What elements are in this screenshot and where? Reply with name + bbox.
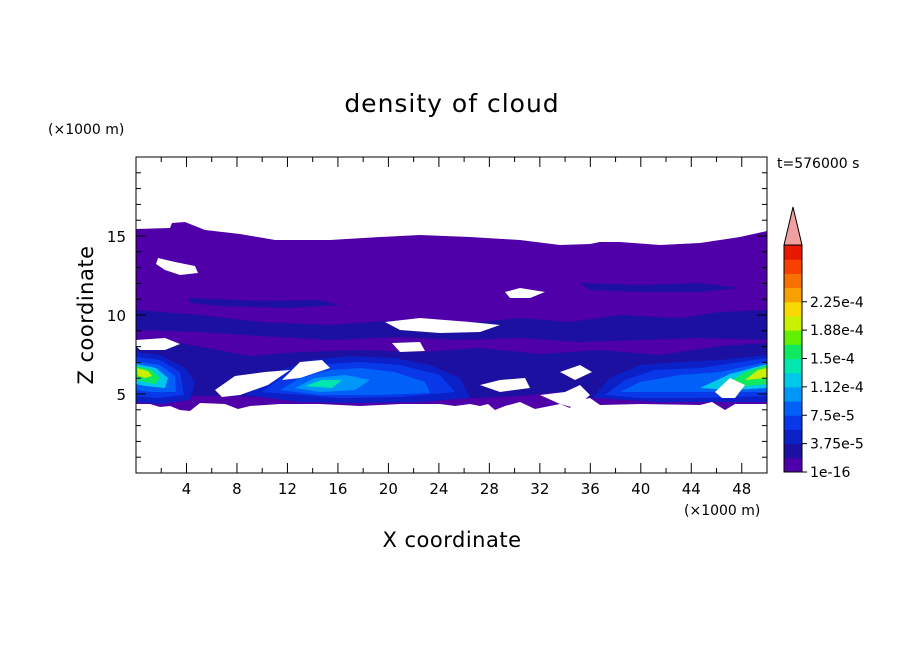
colorbar-label: 7.5e-5 xyxy=(810,408,855,424)
clear-holes xyxy=(136,258,745,408)
x-tick-label: 24 xyxy=(429,480,448,498)
x-tick-label: 8 xyxy=(232,480,242,498)
colorbar-swatch xyxy=(784,415,802,430)
x-tick-label: 36 xyxy=(581,480,600,498)
x-tick-label: 44 xyxy=(682,480,701,498)
x-tick-label: 16 xyxy=(328,480,347,498)
colorbar-swatch xyxy=(784,344,802,359)
y-tick-label: 10 xyxy=(107,307,126,325)
colorbar-swatch xyxy=(784,301,802,317)
colorbar-swatch xyxy=(784,358,802,374)
colorbar-swatch xyxy=(784,443,802,459)
colorbar-label: 1.12e-4 xyxy=(810,380,864,396)
colorbar-label: 1.88e-4 xyxy=(810,323,864,339)
cloud-core-center xyxy=(245,356,470,403)
colorbar-swatch xyxy=(784,429,802,445)
y-tick-label: 5 xyxy=(116,386,126,404)
colorbar-swatch xyxy=(784,372,802,388)
colorbar-swatch xyxy=(784,457,802,473)
colorbar-label: 1.5e-4 xyxy=(810,352,855,368)
x-tick-label: 4 xyxy=(182,480,192,498)
colorbar-swatch xyxy=(784,315,802,331)
cloud-core-left xyxy=(136,352,195,404)
chart-title: density of cloud xyxy=(344,89,559,118)
colorbar-label: 1e-16 xyxy=(810,465,850,481)
colorbar-swatch xyxy=(784,259,802,274)
x-axis-label: X coordinate xyxy=(382,528,521,552)
colorbar-swatch xyxy=(784,401,802,416)
colorbar: 1e-16 3.75e-5 7.5e-5 1.12e-4 1.5e-4 1.88e-4 2.… xyxy=(783,206,864,481)
x-tick-label: 32 xyxy=(530,480,549,498)
colorbar-label: 2.25e-4 xyxy=(810,295,864,311)
contour-field xyxy=(136,222,767,411)
x-tick-label: 12 xyxy=(278,480,297,498)
y-tick-label: 15 xyxy=(107,228,126,246)
colorbar-swatch xyxy=(784,386,802,402)
y-axis: 5 10 15 xyxy=(107,172,767,458)
x-tick-label: 20 xyxy=(379,480,398,498)
colorbar-swatch xyxy=(784,245,802,260)
y-unit-label: (×1000 m) xyxy=(48,122,124,138)
colorbar-label: 3.75e-5 xyxy=(810,437,864,453)
x-unit-label: (×1000 m) xyxy=(684,503,760,519)
x-tick-label: 28 xyxy=(480,480,499,498)
colorbar-swatch xyxy=(784,287,802,303)
y-axis-label: Z coordinate xyxy=(74,245,98,384)
colorbar-swatch xyxy=(784,330,802,345)
x-axis: 4 8 12 16 20 24 28 32 36 40 44 48 xyxy=(160,157,751,498)
x-tick-label: 48 xyxy=(732,480,751,498)
colorbar-extend-arrow xyxy=(783,206,803,246)
time-label: t=576000 s xyxy=(777,156,859,172)
colorbar-swatch xyxy=(784,273,802,289)
x-tick-label: 40 xyxy=(631,480,650,498)
